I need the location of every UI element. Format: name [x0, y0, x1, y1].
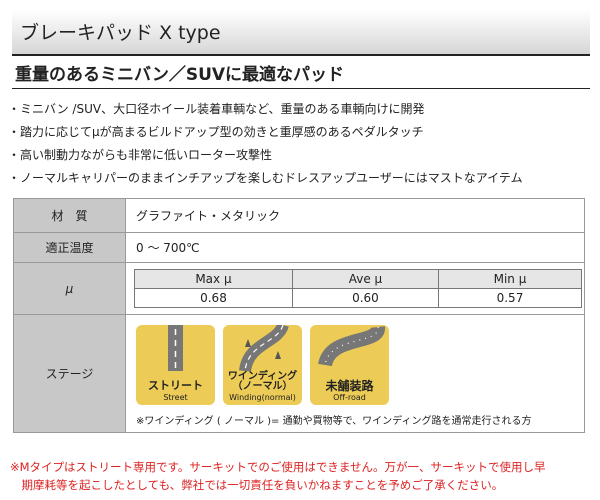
material-label: 材 質 [13, 198, 126, 233]
mu-value: 0.68 [134, 288, 293, 308]
stage-jp: 未舗装路 [325, 379, 374, 393]
stage-en: Winding(normal) [229, 393, 296, 402]
stage-caption: ※ワインディング ( ノーマル )= 通勤や買物等で、ワインディング路を通常走行… [136, 416, 532, 427]
warning-note: ※Mタイプはストリート専用です。サーキットでのご使用はできません。万が一、サーキ… [10, 458, 546, 494]
stage-jp: ワインディング （ノーマル） [227, 371, 298, 392]
note-line: 期摩耗等を起こしたとしても、弊社では一切責任を負いかねますことを予めご了承くださ… [10, 478, 504, 492]
mu-header: Min μ [437, 269, 583, 289]
mu-value: 0.60 [291, 288, 439, 308]
mu-table: Max μ Ave μ Min μ 0.68 0.60 0.57 [134, 269, 583, 308]
material-value: グラファイト・メタリック [125, 198, 585, 233]
feature-list: ・ミニバン /SUV、大口径ホイール装着車輌など、重量のある車輌向けに開発 ・踏… [8, 98, 523, 190]
mu-header: Max μ [134, 269, 293, 289]
stage-en: Off-road [333, 393, 366, 402]
feature-item: ・高い制動力ながらも非常に低いローター攻撃性 [8, 148, 273, 162]
offroad-road-icon: 未舗装路 Off-road [310, 325, 389, 405]
page-title: ブレーキパッド X type [12, 10, 590, 56]
mu-value: 0.57 [437, 288, 583, 308]
temp-row: 適正温度 0 ～ 700℃ [13, 232, 585, 263]
temp-label: 適正温度 [13, 232, 126, 263]
temp-value: 0 ～ 700℃ [125, 232, 585, 263]
stage-en: Street [163, 393, 188, 402]
stage-jp: ストリート [148, 379, 203, 392]
mu-label: μ [13, 262, 126, 315]
stage-row: ステージ ストリート Street ワインディング （ノーマル） Winding… [13, 314, 585, 433]
street-road-icon: ストリート Street [136, 325, 215, 405]
winding-road-icon: ワインディング （ノーマル） Winding(normal) [223, 325, 302, 405]
stage-label: ステージ [13, 314, 126, 433]
mu-row: μ Max μ Ave μ Min μ 0.68 0.60 0.57 [13, 262, 585, 315]
section-heading: 重量のあるミニバン／SUVに最適なパッド [12, 60, 590, 89]
note-line: ※Mタイプはストリート専用です。サーキットでのご使用はできません。万が一、サーキ… [10, 460, 546, 474]
feature-item: ・ミニバン /SUV、大口径ホイール装着車輌など、重量のある車輌向けに開発 [8, 102, 425, 116]
material-row: 材 質グラファイト・メタリック [13, 198, 585, 233]
mu-header: Ave μ [291, 269, 439, 289]
spec-table: 材 質グラファイト・メタリック 適正温度 0 ～ 700℃ μ Max μ Ave … [13, 198, 585, 433]
feature-item: ・踏力に応じてμが高まるビルドアップ型の効きと重厚感のあるペダルタッチ [8, 125, 424, 139]
feature-item: ・ノーマルキャリパーのままインチアップを楽しむドレスアップユーザーにはマストなア… [8, 171, 523, 185]
